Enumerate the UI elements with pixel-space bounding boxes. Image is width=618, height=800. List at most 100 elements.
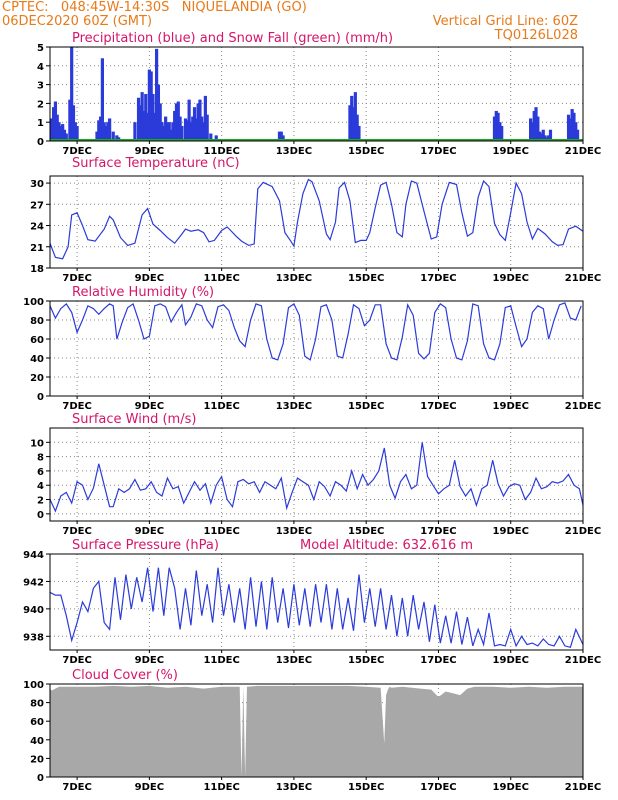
y-tick-label: 3 <box>37 81 44 92</box>
plot-frame <box>49 683 584 778</box>
precip-bar <box>100 58 104 141</box>
x-tick-label: 9DEC <box>135 273 164 284</box>
precip-bar <box>142 110 146 141</box>
precip-bar <box>153 112 157 141</box>
precip-bar <box>350 95 354 141</box>
precip-bar <box>568 118 572 141</box>
y-tick-label: 40 <box>30 736 44 747</box>
x-tick-label: 21DEC <box>565 526 601 537</box>
x-tick-label: 15DEC <box>348 146 384 157</box>
y-tick-label: 5 <box>37 43 44 54</box>
plot-frame <box>49 46 584 142</box>
precip-bar <box>357 125 361 141</box>
y-tick-label: 60 <box>30 717 44 728</box>
x-tick-label: 15DEC <box>348 401 384 412</box>
precip-bar <box>102 122 106 141</box>
x-tick-label: 15DEC <box>348 782 384 793</box>
cloud-title: Cloud Cover (%) <box>72 668 178 683</box>
x-tick-label: 19DEC <box>493 782 529 793</box>
precip-bar <box>59 125 63 141</box>
precip-bar <box>348 105 352 141</box>
x-tick-label: 21DEC <box>565 782 601 793</box>
y-tick-label: 20 <box>30 373 44 384</box>
x-tick-label: 11DEC <box>203 655 239 666</box>
y-tick-label: 0 <box>37 773 44 784</box>
header-line1-left: CPTEC: 048:45W-14:30S NIQUELANDIA (GO) <box>2 0 307 15</box>
cloud-cover-area <box>50 685 583 777</box>
pres-panel <box>46 553 584 653</box>
rh-panel <box>46 300 584 399</box>
x-tick-label: 13DEC <box>276 401 312 412</box>
precip-bar <box>496 112 500 141</box>
header-line3-right: TQ0126L028 <box>494 28 578 43</box>
y-tick-label: 4 <box>37 481 44 492</box>
precip-bar <box>530 122 535 141</box>
rh-title: Relative Humidity (%) <box>72 285 214 300</box>
precip-bar <box>151 94 155 141</box>
x-tick-label: 13DEC <box>276 526 312 537</box>
precip-bar <box>492 116 497 141</box>
x-tick-label: 15DEC <box>348 526 384 537</box>
pres-series-line <box>50 567 583 649</box>
precip-bar <box>543 135 547 141</box>
precip-bar <box>185 120 189 141</box>
plot-frame <box>49 427 584 522</box>
precip-bar <box>75 125 79 141</box>
precip-bar <box>191 116 195 141</box>
precip-bar <box>149 71 153 141</box>
precip-bar <box>61 124 65 141</box>
precip-bar <box>71 105 76 141</box>
x-tick-label: 21DEC <box>565 655 601 666</box>
wind-series-line <box>50 442 583 513</box>
precip-bar <box>171 122 175 141</box>
precip-bar <box>133 122 137 141</box>
precip-bar <box>529 118 533 141</box>
precip-bar <box>106 122 110 141</box>
x-tick-label: 9DEC <box>135 146 164 157</box>
precip-bar <box>198 99 202 141</box>
x-tick-label: 17DEC <box>420 273 456 284</box>
temp-panel <box>46 175 584 271</box>
temp-title: Surface Temperature (nC) <box>72 156 240 171</box>
precip-bar <box>541 129 545 141</box>
precip-bar <box>205 114 209 141</box>
precip-bar <box>53 101 58 141</box>
precip-bar <box>156 84 161 141</box>
precip-bar <box>178 116 182 141</box>
y-tick-label: 6 <box>37 467 44 478</box>
precip-bar <box>574 122 578 141</box>
x-tick-label: 7DEC <box>62 146 91 157</box>
y-tick-label: 942 <box>23 577 44 588</box>
precip-bar <box>532 110 536 141</box>
precip-bar <box>539 133 544 141</box>
rh-series-line <box>50 302 582 361</box>
y-tick-label: 40 <box>30 354 44 365</box>
x-tick-label: 17DEC <box>420 782 456 793</box>
precip-bar <box>169 129 173 141</box>
precip-bar <box>353 92 357 141</box>
precip-panel <box>46 46 584 144</box>
precip-bar <box>52 107 56 141</box>
x-tick-label: 19DEC <box>493 273 529 284</box>
precip-bar <box>68 99 72 141</box>
wind-panel <box>46 427 584 524</box>
precip-title: Precipitation (blue) and Snow Fall (gree… <box>72 31 393 46</box>
y-tick-label: 0 <box>37 392 44 403</box>
y-tick-label: 0 <box>37 510 44 521</box>
x-tick-label: 17DEC <box>420 401 456 412</box>
x-tick-label: 11DEC <box>203 526 239 537</box>
x-tick-label: 13DEC <box>276 655 312 666</box>
precip-bar <box>55 114 59 141</box>
precip-bar <box>279 131 283 141</box>
precip-bar <box>196 103 200 141</box>
y-tick-label: 2 <box>37 496 44 507</box>
y-tick-label: 100 <box>23 680 44 691</box>
x-tick-label: 11DEC <box>203 146 239 157</box>
x-tick-label: 9DEC <box>135 655 164 666</box>
x-tick-label: 9DEC <box>135 782 164 793</box>
precip-bar <box>164 116 168 141</box>
precip-bar <box>95 131 99 141</box>
precip-bar <box>165 122 170 141</box>
precip-bar <box>548 129 553 141</box>
